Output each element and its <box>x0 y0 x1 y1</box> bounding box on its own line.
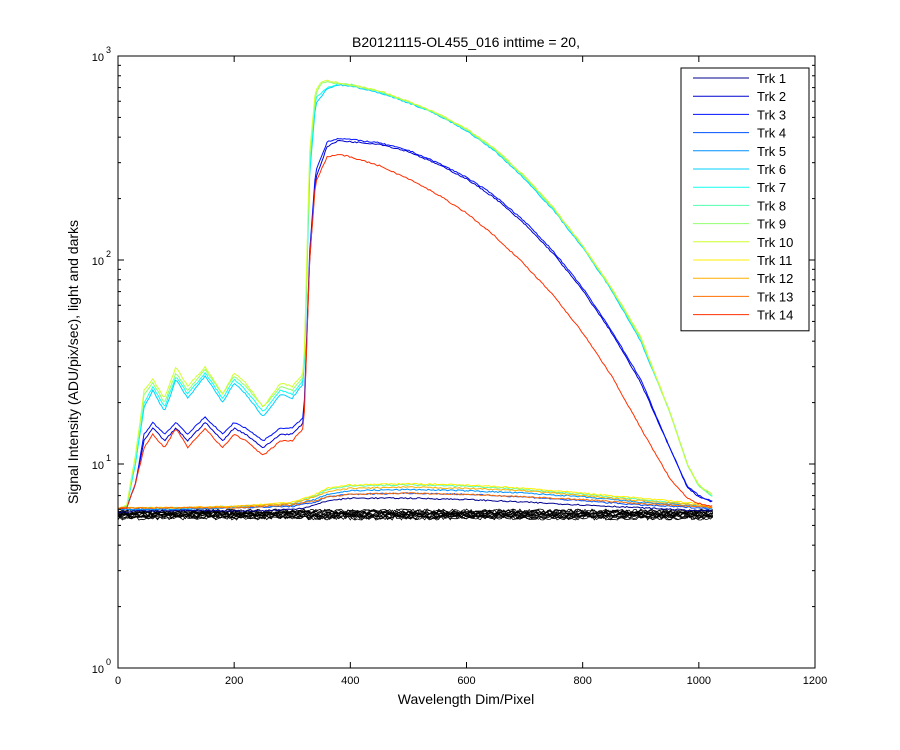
legend-label: Trk 1 <box>757 71 786 86</box>
x-axis-label: Wavelength Dim/Pixel <box>398 691 534 707</box>
dark-trace <box>118 508 713 514</box>
dark-trace <box>118 510 713 517</box>
series-lines <box>118 79 713 514</box>
x-tick-label: 200 <box>225 675 243 687</box>
series-line-trk-14 <box>118 154 713 510</box>
series-line-trk-6 <box>118 84 713 510</box>
series-line-trk-13 <box>118 492 713 509</box>
legend-label: Trk 5 <box>757 144 786 159</box>
dark-trace <box>118 512 714 519</box>
series-line-trk-2 <box>118 139 713 510</box>
y-axis-label: Signal Intensity (ADU/pix/sec), light an… <box>65 220 81 504</box>
y-tick-label: 10 <box>92 52 104 64</box>
legend-label: Trk 8 <box>757 198 786 213</box>
x-tick-label: 800 <box>573 675 591 687</box>
legend: Trk 1 Trk 2 Trk 3 Trk 4 Trk 5 Trk 6 Trk 7 Trk 8… <box>680 67 810 332</box>
chart-title: B20121115-OL455_016 inttime = 20, <box>352 34 580 50</box>
y-tick-label: 10 <box>92 460 104 472</box>
legend-label: Trk 10 <box>757 235 793 250</box>
y-tick-exponent: 3 <box>106 45 111 55</box>
legend-label: Trk 9 <box>757 217 786 232</box>
y-tick-exponent: 2 <box>106 249 111 259</box>
series-line-trk-5 <box>118 488 713 511</box>
series-line-trk-10 <box>118 79 713 510</box>
x-tick-label: 1000 <box>687 675 711 687</box>
legend-label: Trk 6 <box>757 162 786 177</box>
legend-label: Trk 4 <box>757 126 786 141</box>
legend-label: Trk 2 <box>757 89 786 104</box>
y-tick-label: 10 <box>92 256 104 268</box>
series-line-trk-1 <box>118 496 713 514</box>
legend-label: Trk 11 <box>757 253 792 268</box>
x-tick-label: 1200 <box>803 675 827 687</box>
y-tick-label: 10 <box>92 664 104 676</box>
legend-label: Trk 12 <box>757 271 793 286</box>
y-tick-exponent: 1 <box>106 453 111 463</box>
legend-label: Trk 7 <box>757 180 786 195</box>
dark-trace <box>118 509 714 516</box>
y-tick-exponent: 0 <box>106 657 111 667</box>
series-line-trk-3 <box>118 137 713 510</box>
x-tick-label: 0 <box>115 675 121 687</box>
x-tick-label: 600 <box>457 675 475 687</box>
legend-box <box>680 67 810 332</box>
legend-label: Trk 13 <box>757 289 793 304</box>
x-axis: 0 200 400 600 800 1000 1200 <box>115 56 827 687</box>
legend-label: Trk 3 <box>757 107 786 122</box>
dark-frame-traces <box>118 508 714 521</box>
x-tick-label: 400 <box>341 675 359 687</box>
legend-label: Trk 14 <box>757 308 793 323</box>
series-line-trk-12 <box>118 486 713 510</box>
